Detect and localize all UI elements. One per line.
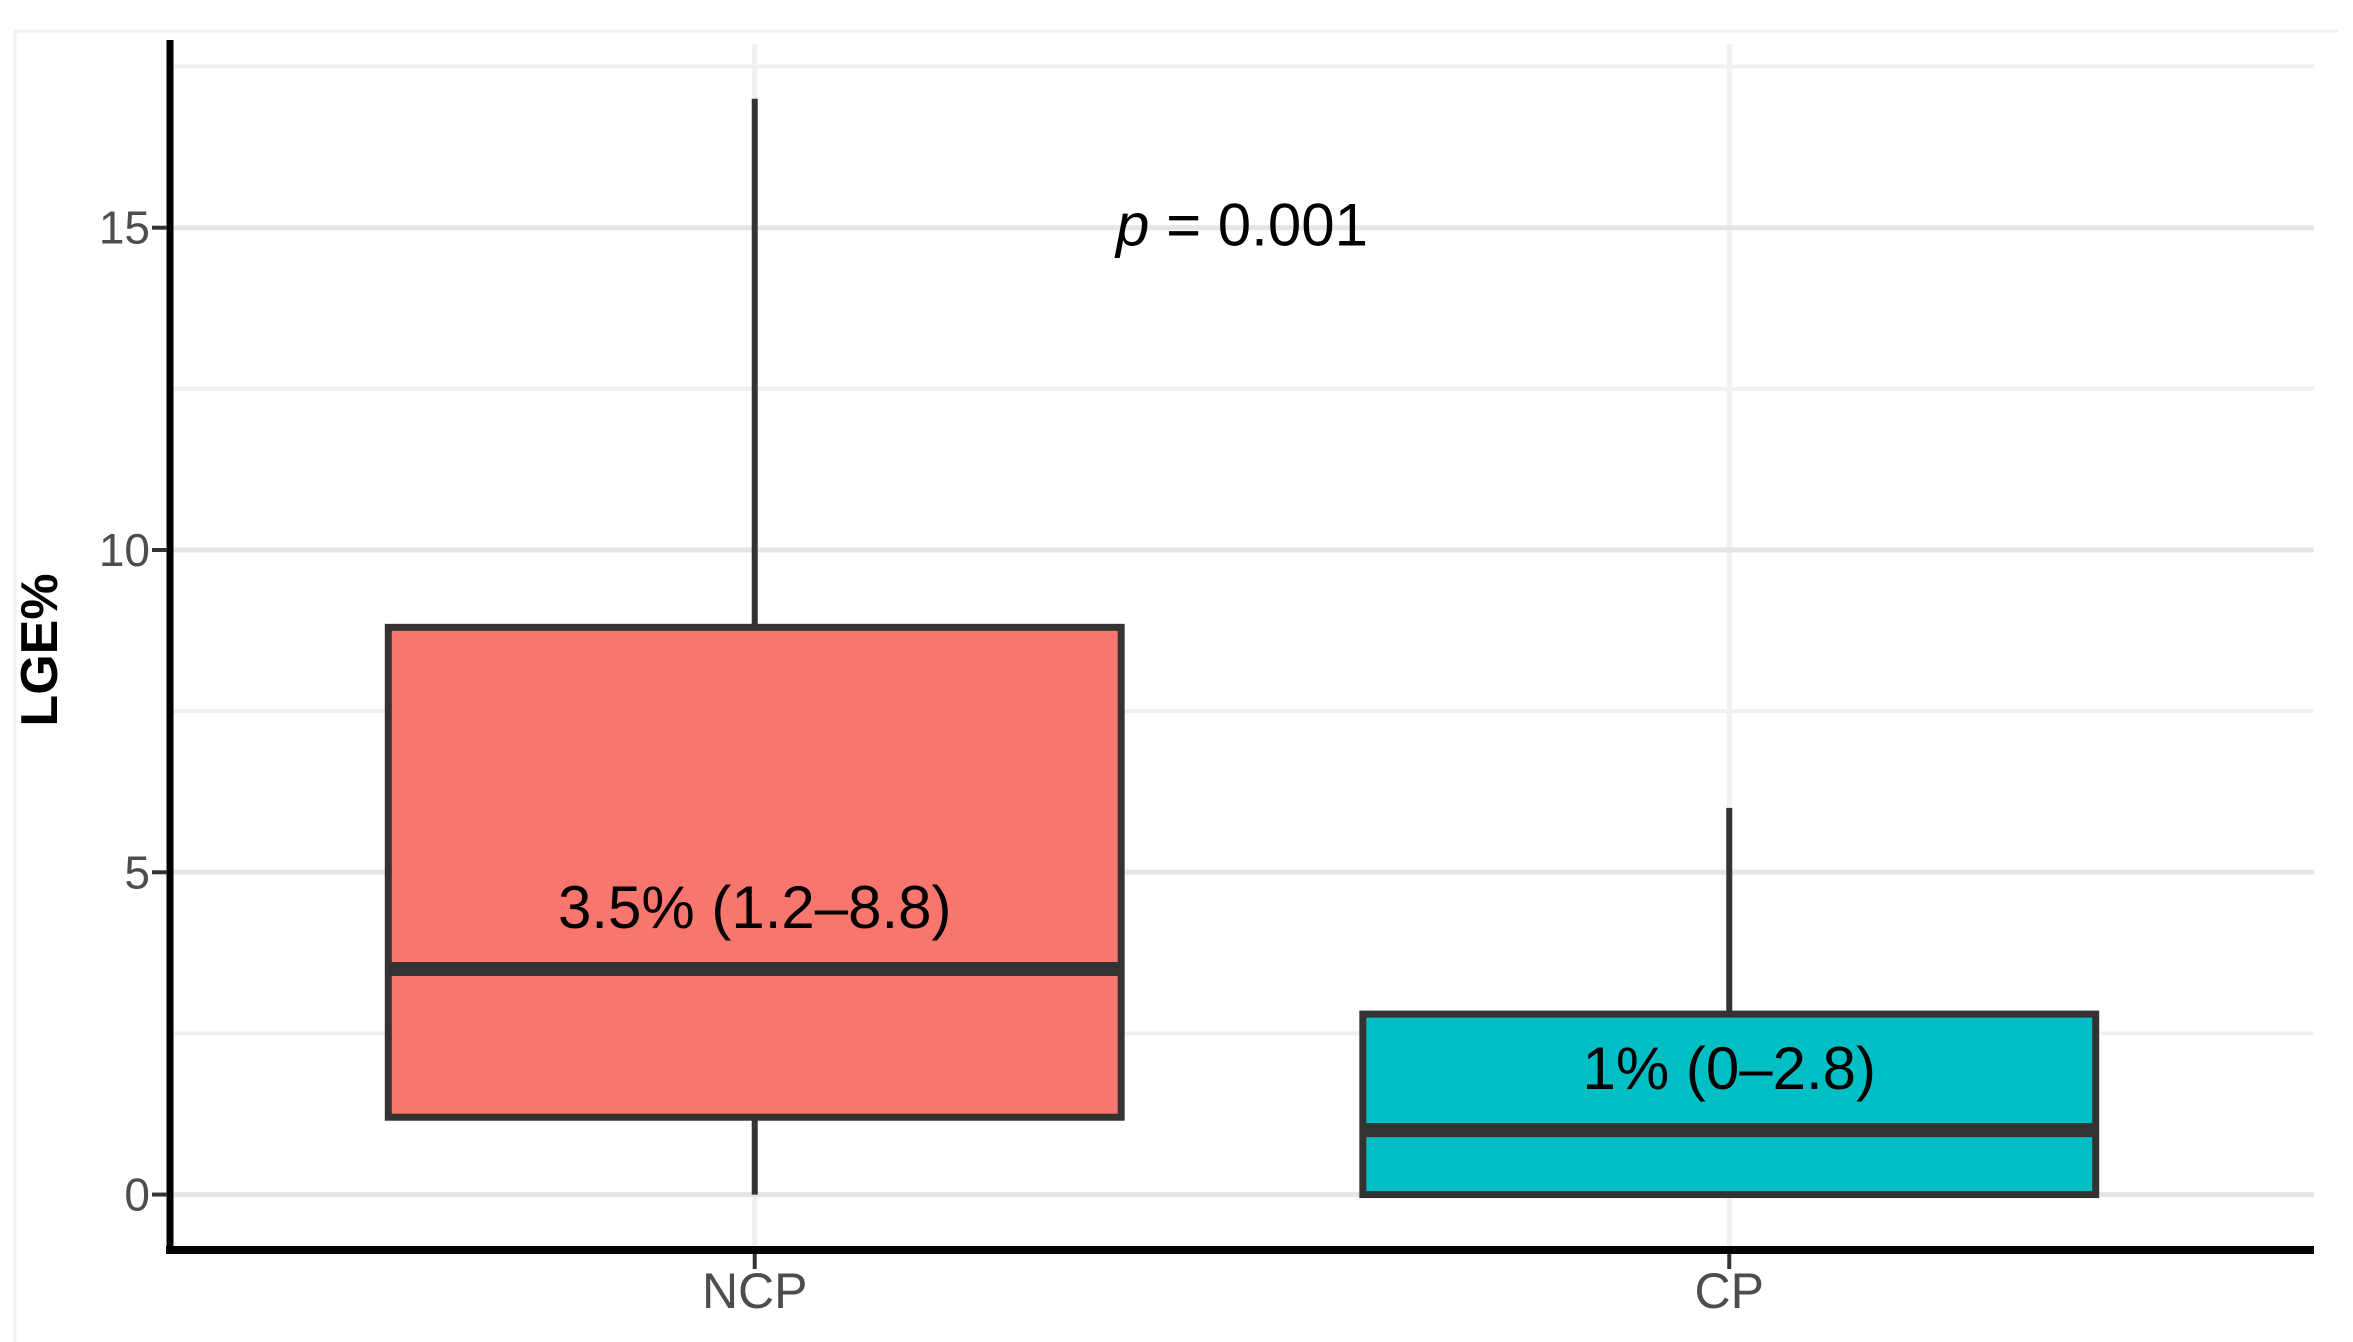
- y-tick-label: 15: [99, 202, 150, 254]
- y-tick-label: 0: [124, 1169, 150, 1221]
- y-tick-label: 5: [124, 846, 150, 898]
- box-cp: [1359, 1010, 2100, 1199]
- box-summary-label-cp: 1% (0–2.8): [1583, 1035, 1877, 1102]
- p-value-annotation: p = 0.001: [1114, 192, 1368, 259]
- p-value-symbol: p: [1114, 192, 1149, 259]
- text-layer: 3.5% (1.2–8.8) 1% (0–2.8) 0 5 10 15 NCP CP LGE% p…: [11, 192, 1876, 1319]
- p-value-text: = 0.001: [1149, 192, 1368, 259]
- boxplot-layer: [384, 98, 2100, 1199]
- box-summary-label-ncp: 3.5% (1.2–8.8): [558, 874, 952, 941]
- y-axis-title: LGE%: [11, 573, 69, 726]
- y-tick-label: 10: [99, 524, 150, 576]
- box-ncp: [384, 623, 1125, 1121]
- x-tick-label-ncp: NCP: [702, 1263, 808, 1319]
- axis-layer: [152, 40, 2314, 1269]
- x-tick-label-cp: CP: [1695, 1263, 1764, 1319]
- figure-frame-layer: [13, 29, 2338, 1342]
